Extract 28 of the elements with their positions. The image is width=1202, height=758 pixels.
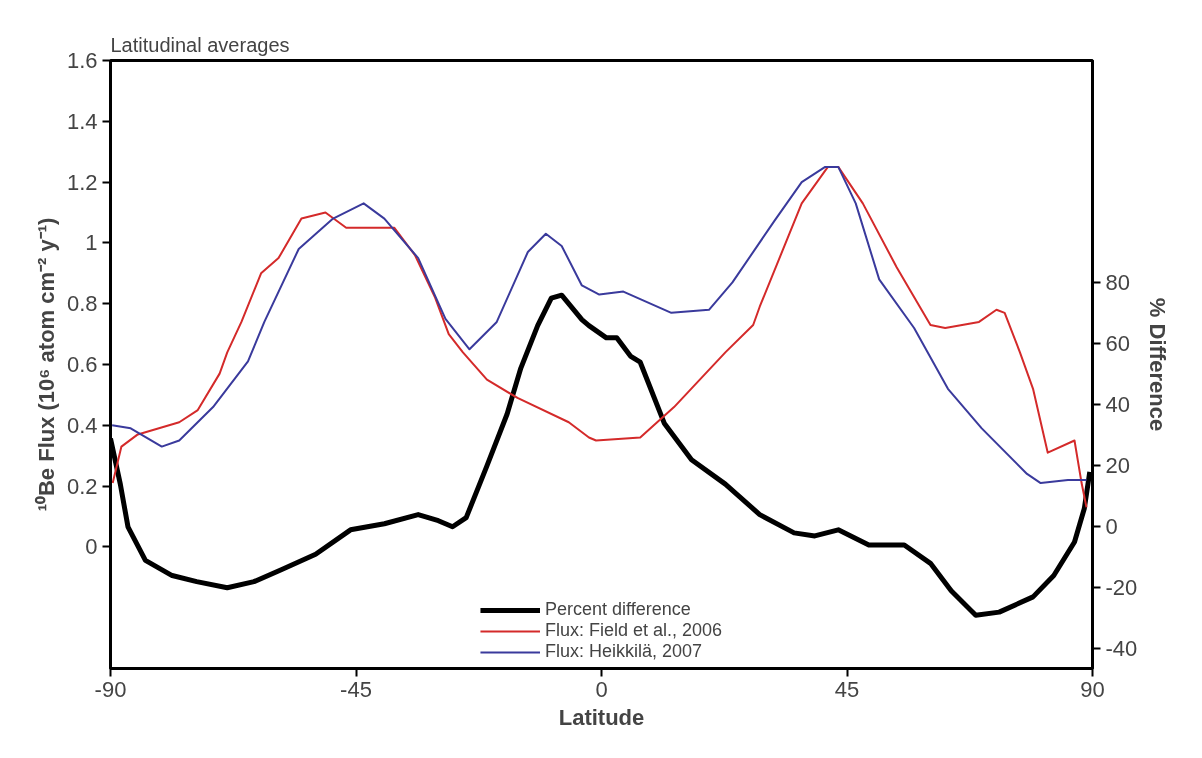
legend-label: Flux: Field et al., 2006 <box>544 620 723 641</box>
y-tick-label: 0.4 <box>66 412 98 438</box>
y2-tick-label: 40 <box>1105 392 1130 418</box>
y2-tick-label: -40 <box>1105 636 1138 662</box>
y-tick-label: 0.8 <box>66 291 98 317</box>
x-axis-title: Latitude <box>558 704 645 730</box>
y-tick-label: 0.6 <box>66 352 98 377</box>
y2-tick-label: -20 <box>1105 575 1138 601</box>
y-tick-label: 1 <box>85 230 98 256</box>
y-tick-label: 0 <box>85 534 98 560</box>
legend-label: Flux: Heikkilä, 2007 <box>544 641 703 662</box>
y2-tick-label: 60 <box>1105 331 1130 357</box>
x-tick-label: -45 <box>340 676 372 702</box>
chart-title: Latitudinal averages <box>110 33 290 56</box>
x-tick-label: 90 <box>1080 676 1105 702</box>
x-tick-label: 45 <box>834 676 860 702</box>
y2-tick-label: 80 <box>1105 270 1130 296</box>
y-axis-title: ¹⁰Be Flux (10⁶ atom cm⁻² y⁻¹) <box>33 217 59 512</box>
y2-tick-label: 0 <box>1105 514 1118 540</box>
y-tick-label: 1.2 <box>66 169 98 195</box>
y-tick-label: 0.2 <box>66 473 98 499</box>
y-tick-label: 1.4 <box>66 108 98 134</box>
x-tick-label: -90 <box>94 676 127 702</box>
y2-axis-title: % Difference <box>1145 297 1171 432</box>
y2-tick-label: 20 <box>1105 453 1130 479</box>
x-tick-label: 0 <box>595 676 608 702</box>
y-tick-label: 1.6 <box>66 48 98 73</box>
legend-label: Percent difference <box>544 599 691 620</box>
